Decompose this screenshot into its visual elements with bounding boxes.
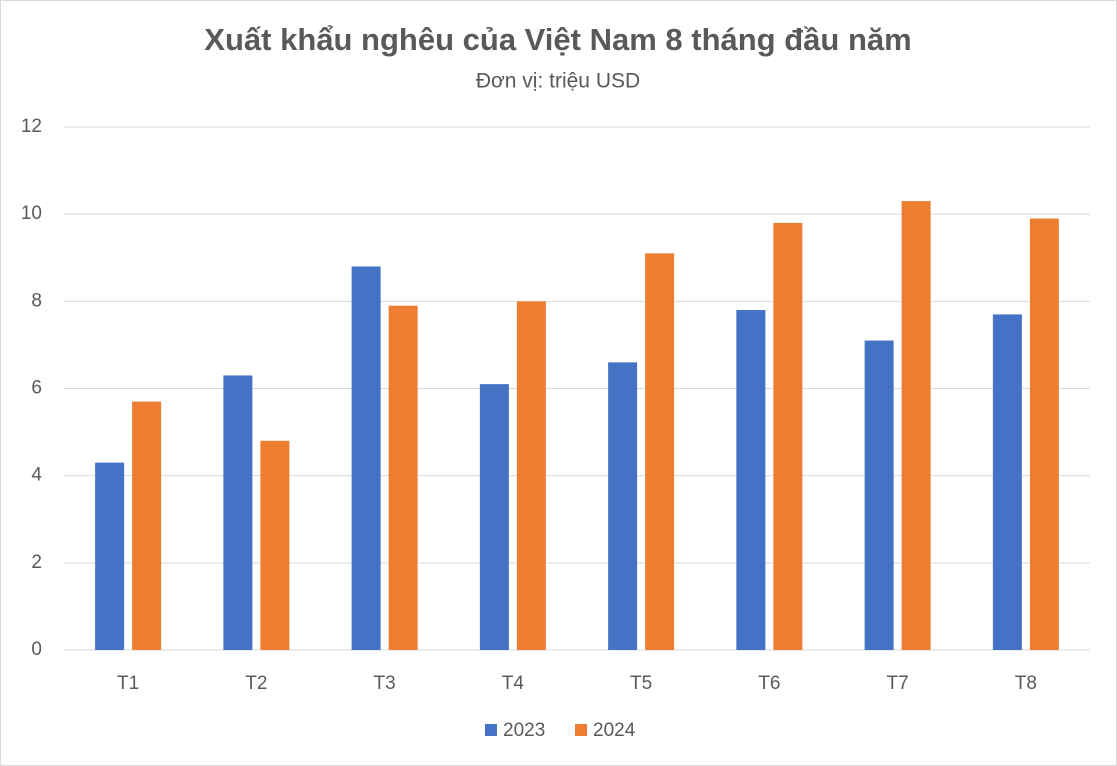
chart-title: Xuất khẩu nghêu của Việt Nam 8 tháng đầu… (204, 22, 911, 57)
bar (1029, 218, 1059, 650)
legend-swatch (575, 724, 587, 736)
x-tick-label: T4 (502, 673, 525, 694)
bar (260, 440, 290, 650)
y-tick-label: 8 (31, 290, 42, 311)
bar (645, 253, 675, 650)
x-tick-label: T7 (887, 673, 909, 694)
x-tick-label: T3 (374, 673, 396, 694)
bar (608, 362, 638, 650)
x-tick-label: T2 (245, 673, 267, 694)
bar (479, 384, 509, 650)
bar (95, 462, 125, 650)
legend-label: 2024 (593, 720, 636, 741)
bar (388, 305, 418, 650)
bar (516, 301, 546, 650)
y-tick-label: 12 (21, 116, 42, 137)
y-tick-label: 6 (31, 378, 42, 399)
chart-subtitle: Đơn vị: triệu USD (476, 70, 640, 93)
x-tick-label: T6 (758, 673, 780, 694)
bar (736, 310, 766, 650)
bar (992, 314, 1022, 650)
y-tick-label: 4 (31, 465, 42, 486)
x-tick-label: T5 (630, 673, 652, 694)
bar (351, 266, 381, 650)
y-tick-label: 10 (21, 203, 42, 224)
bar (223, 375, 253, 650)
y-tick-label: 0 (31, 639, 42, 660)
legend-label: 2023 (503, 720, 545, 741)
bar (773, 222, 803, 650)
bar (901, 201, 931, 650)
y-tick-label: 2 (31, 552, 42, 573)
x-tick-label: T8 (1015, 673, 1037, 694)
x-tick-label: T1 (117, 673, 139, 694)
bar (864, 340, 894, 650)
bar (132, 401, 162, 650)
legend-swatch (485, 724, 497, 736)
